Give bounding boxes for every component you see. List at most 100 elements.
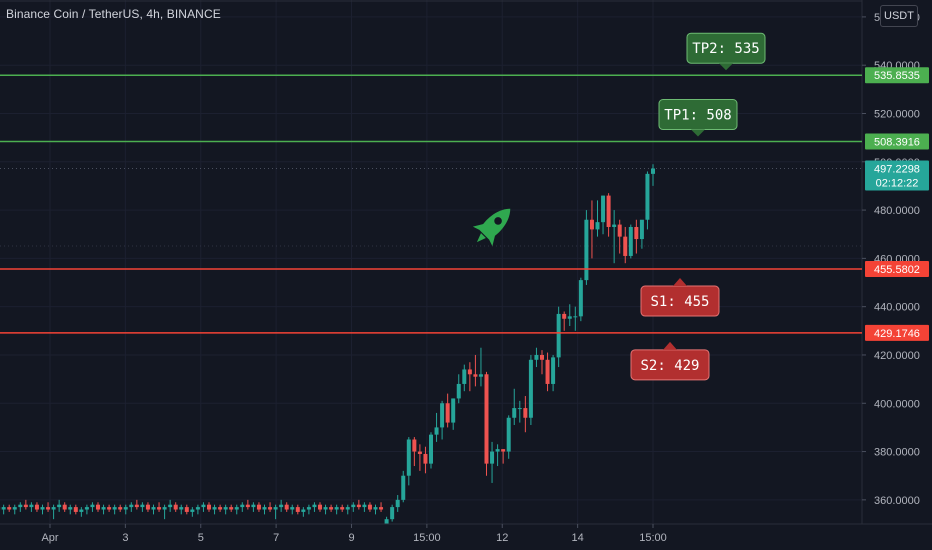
current-price-countdown: 02:12:22 <box>876 177 919 189</box>
candle-body <box>639 219 644 240</box>
candle-body <box>417 451 422 454</box>
callout-label-s1: S1: 455 <box>650 294 709 310</box>
candle-body <box>229 507 234 510</box>
callout-pointer-s1 <box>673 278 687 287</box>
candle-body <box>12 507 17 510</box>
candle-body <box>256 504 261 510</box>
candle-body <box>545 359 550 384</box>
candle-body <box>412 439 417 452</box>
candle-body <box>140 504 145 508</box>
candle-body <box>123 507 128 510</box>
candle-body <box>584 219 589 281</box>
candle-body <box>107 507 112 510</box>
candle-body <box>628 226 633 256</box>
candle-body <box>223 507 228 510</box>
candle-body <box>51 507 56 510</box>
price-tag-s1 <box>865 261 929 278</box>
callout-pointer-s2 <box>663 341 677 350</box>
candle-body <box>595 222 600 230</box>
time-tick-label: Apr <box>41 532 58 544</box>
candle-body <box>40 507 45 510</box>
rocket-body <box>479 208 511 240</box>
candle-body <box>273 507 278 510</box>
candle-body <box>356 504 361 508</box>
candle-body <box>23 504 28 508</box>
candle-body <box>218 507 223 510</box>
candle-body <box>451 398 456 423</box>
candle-body <box>601 195 606 223</box>
candle-body <box>423 453 428 464</box>
candle-body <box>145 504 150 510</box>
candle-body <box>162 507 167 510</box>
price-tag-text-s2: 429.1746 <box>874 328 920 340</box>
candle-body <box>290 507 295 510</box>
candle-body <box>90 504 95 508</box>
candle-body <box>84 507 89 510</box>
candle-body <box>57 504 62 508</box>
candle-body <box>462 369 467 384</box>
candle-body <box>467 369 472 375</box>
callout-pointer-tp2 <box>719 63 733 71</box>
candle-body <box>284 504 289 510</box>
candle-body <box>301 509 306 512</box>
candle-body <box>240 504 245 508</box>
candle-body <box>29 504 34 508</box>
grid-lines <box>0 0 862 524</box>
time-tick-label: 12 <box>496 532 508 544</box>
symbol-title: Binance Coin / TetherUS, 4h, BINANCE <box>6 7 221 21</box>
candle-body <box>234 507 239 510</box>
candle-body <box>645 173 650 220</box>
candle-body <box>362 504 367 508</box>
candle-body <box>118 507 123 510</box>
candle-body <box>623 236 628 256</box>
candle-body <box>512 408 517 418</box>
candle-body <box>490 451 495 464</box>
candle-body <box>562 313 567 319</box>
candle-body <box>390 507 395 520</box>
levels-layer: 535.8535 TP2: 535 508.3916 TP1: 508 455.5802… <box>0 32 929 381</box>
time-axis[interactable]: Apr 3 5 7 9 15:00 12 14 15:00 <box>0 523 932 550</box>
price-tag-s2 <box>865 324 929 341</box>
candle-body <box>1 507 6 510</box>
candle-body <box>395 499 400 508</box>
candle-body <box>195 507 200 510</box>
candle-body <box>79 509 84 512</box>
candle-body <box>473 374 478 377</box>
callout-label-tp2: TP2: 535 <box>692 41 759 57</box>
price-tick-label: 440.0000 <box>874 302 920 314</box>
candle-body <box>279 504 284 508</box>
candle-body <box>190 509 195 512</box>
candle-body <box>345 507 350 510</box>
candle-body <box>551 357 556 384</box>
callout-pointer-tp1 <box>691 129 705 137</box>
candle-body <box>212 507 217 510</box>
candle-body <box>573 316 578 318</box>
candle-body <box>251 504 256 508</box>
candle-body <box>201 504 206 508</box>
time-axis-bg <box>0 524 932 550</box>
currency-button[interactable]: USDT <box>880 5 918 27</box>
candle-body <box>495 449 500 452</box>
time-tick-label: 5 <box>198 532 204 544</box>
candle-body <box>129 504 134 508</box>
candle-body <box>168 504 173 508</box>
candle-body <box>384 519 389 524</box>
candle-body <box>73 507 78 512</box>
candle-body <box>34 504 39 510</box>
price-tick-label: 420.0000 <box>874 350 920 362</box>
candle-body <box>606 195 611 227</box>
candle-body <box>157 507 162 510</box>
time-tick-label: 9 <box>348 532 354 544</box>
candle-body <box>268 507 273 510</box>
candle-body <box>534 354 539 360</box>
candle-body <box>456 383 461 399</box>
candle-body <box>334 507 339 510</box>
candle-body <box>373 507 378 510</box>
candle-body <box>401 475 406 500</box>
candle-body <box>612 224 617 227</box>
rocket-flame <box>476 233 486 243</box>
time-tick-label: 7 <box>273 532 279 544</box>
candle-body <box>295 507 300 512</box>
